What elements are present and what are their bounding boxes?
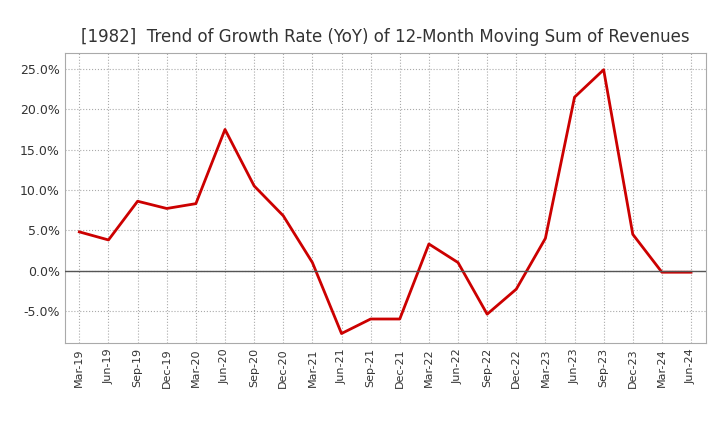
- Title: [1982]  Trend of Growth Rate (YoY) of 12-Month Moving Sum of Revenues: [1982] Trend of Growth Rate (YoY) of 12-…: [81, 28, 690, 46]
